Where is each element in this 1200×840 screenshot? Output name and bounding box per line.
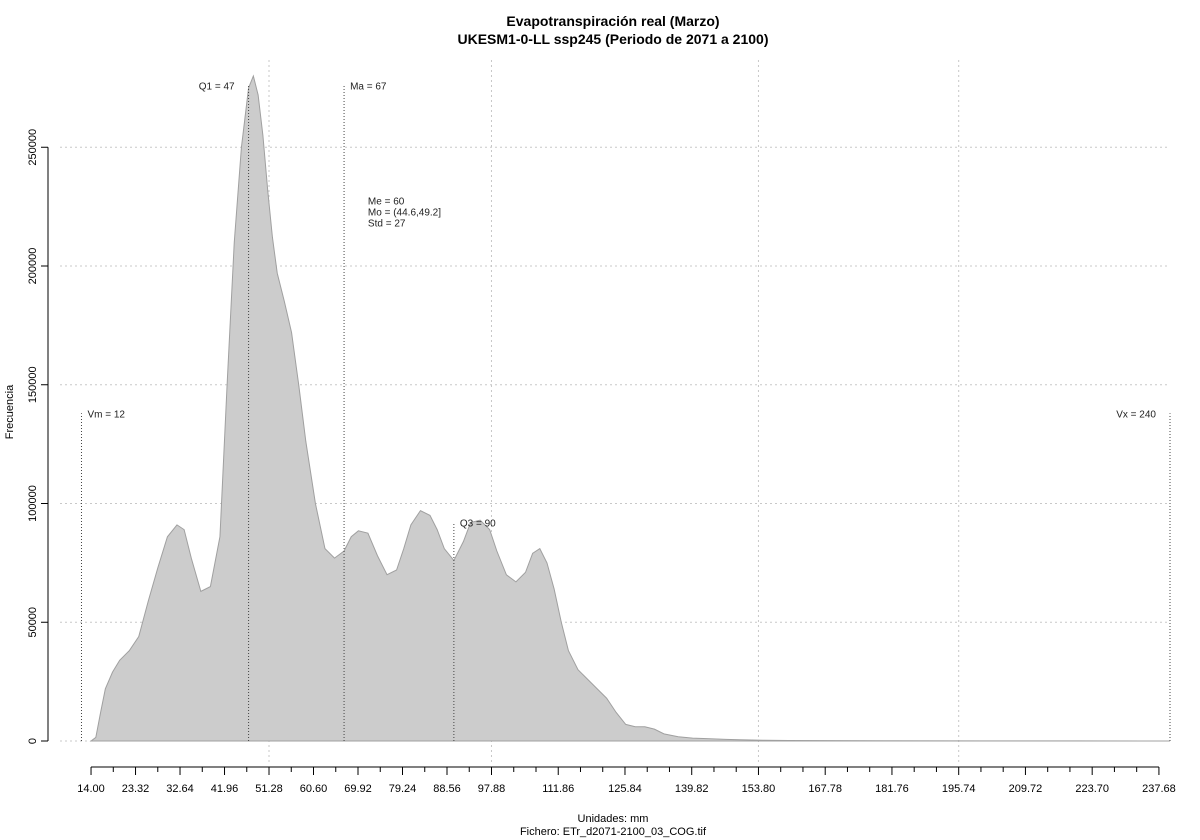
y-axis-label: Frecuencia <box>4 384 16 439</box>
chart-title: Evapotranspiración real (Marzo) <box>506 13 719 29</box>
y-tick-label: 200000 <box>27 248 39 285</box>
stat-median: Me = 60 <box>368 196 405 207</box>
x-tick-label: 195.74 <box>942 783 976 795</box>
x-axis: 14.00 23.32 32.64 41.96 51.28 60.60 69.92 79.24… <box>77 766 1176 795</box>
density-area <box>89 74 1171 742</box>
stat-mode: Mo = (44.6,49.2] <box>368 207 441 218</box>
y-axis: 0 50000 100000 150000 200000 250000 <box>27 129 49 744</box>
x-tick-label: 139.82 <box>675 783 709 795</box>
x-tick-label: 88.56 <box>433 783 461 795</box>
x-tick-label: 153.80 <box>742 783 776 795</box>
marker-label: Vx = 240 <box>1116 409 1156 420</box>
x-tick-label: 97.88 <box>478 783 506 795</box>
x-tick-label: 181.76 <box>875 783 909 795</box>
y-tick-label: 250000 <box>27 129 39 166</box>
x-tick-label: 41.96 <box>211 783 239 795</box>
file-label: Fichero: ETr_d2071-2100_03_COG.tif <box>520 826 707 838</box>
y-tick-label: 150000 <box>27 366 39 403</box>
x-tick-label: 209.72 <box>1009 783 1043 795</box>
y-tick-label: 0 <box>27 738 39 744</box>
x-tick-label: 125.84 <box>608 783 642 795</box>
stats-annotation: Me = 60 Mo = (44.6,49.2] Std = 27 <box>368 196 441 229</box>
x-tick-label: 237.68 <box>1142 783 1176 795</box>
stat-std: Std = 27 <box>368 218 406 229</box>
x-tick-label: 79.24 <box>389 783 417 795</box>
x-tick-label: 14.00 <box>77 783 105 795</box>
marker-label: Vm = 12 <box>87 409 125 420</box>
x-tick-label: 51.28 <box>255 783 283 795</box>
marker-label: Ma = 67 <box>350 82 387 93</box>
marker-label: Q3 = 90 <box>460 519 496 530</box>
x-tick-label: 23.32 <box>122 783 150 795</box>
y-tick-label: 50000 <box>27 607 39 638</box>
marker-label: Q1 = 47 <box>199 82 235 93</box>
x-axis-label: Unidades: mm <box>578 813 649 825</box>
x-tick-label: 69.92 <box>344 783 372 795</box>
x-tick-label: 60.60 <box>300 783 328 795</box>
x-tick-label: 167.78 <box>808 783 842 795</box>
x-tick-label: 223.70 <box>1075 783 1109 795</box>
x-tick-label: 111.86 <box>542 783 574 795</box>
y-tick-label: 100000 <box>27 485 39 522</box>
chart-subtitle: UKESM1-0-LL ssp245 (Periodo de 2071 a 21… <box>458 31 769 47</box>
x-tick-label: 32.64 <box>166 783 194 795</box>
stat-markers: Vm = 12 Q1 = 47 Ma = 67 Q3 = 90 Vx = 240 <box>80 82 1171 741</box>
density-series <box>89 74 1171 742</box>
